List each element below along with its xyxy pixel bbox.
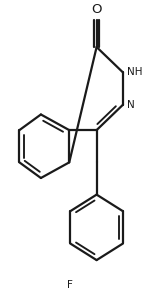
Text: F: F	[67, 280, 73, 290]
Text: N: N	[127, 100, 135, 110]
Text: O: O	[91, 3, 102, 16]
Text: NH: NH	[127, 68, 142, 78]
